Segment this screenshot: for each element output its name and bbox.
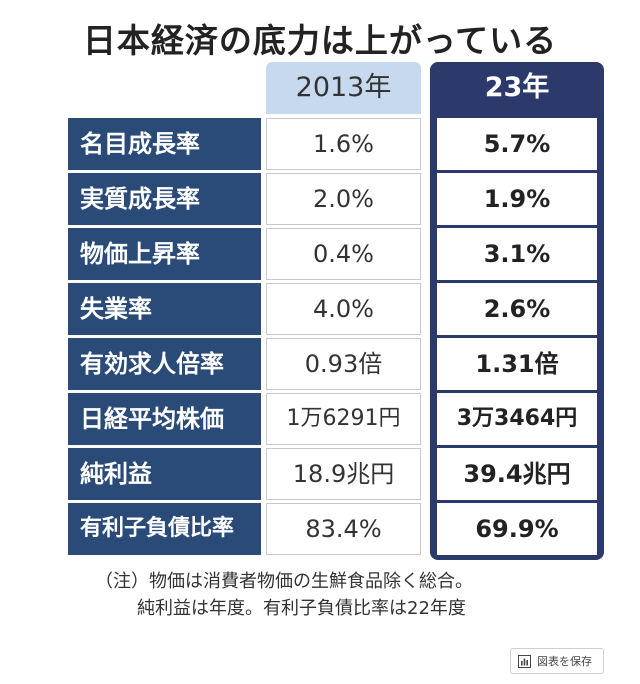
save-chart-button[interactable]: 図表を保存 [510, 648, 604, 674]
row-label: 有利子負債比率 [68, 503, 261, 555]
footnote-line-1: （注）物価は消費者物価の生鮮食品除く総合。 [95, 571, 473, 592]
cell-23: 1.9% [437, 173, 597, 225]
cell-23: 3.1% [437, 228, 597, 280]
cell-2013: 1.6% [266, 118, 421, 170]
cell-2013: 18.9兆円 [266, 448, 421, 500]
column-header-23: 23年 [484, 72, 550, 103]
column-header-2013: 2013年 [266, 62, 421, 114]
cell-2013: 0.93倍 [266, 338, 421, 390]
cell-23: 3万3464円 [437, 393, 597, 445]
cell-23: 1.31倍 [437, 338, 597, 390]
row-label: 有効求人倍率 [68, 338, 261, 390]
footnote: （注）物価は消費者物価の生鮮食品除く総合。 純利益は年度。有利子負債比率は22年… [95, 568, 615, 622]
cell-2013: 4.0% [266, 283, 421, 335]
cell-23: 5.7% [437, 118, 597, 170]
footnote-line-2: 純利益は年度。有利子負債比率は22年度 [137, 598, 466, 619]
cell-23: 39.4兆円 [437, 448, 597, 500]
row-label: 物価上昇率 [68, 228, 261, 280]
save-chart-label: 図表を保存 [537, 655, 592, 668]
row-label: 実質成長率 [68, 173, 261, 225]
row-label: 失業率 [68, 283, 261, 335]
row-label: 日経平均株価 [68, 393, 261, 445]
cell-2013: 1万6291円 [266, 393, 421, 445]
cell-2013: 2.0% [266, 173, 421, 225]
row-label: 名目成長率 [68, 118, 261, 170]
cell-2013: 0.4% [266, 228, 421, 280]
cell-23: 2.6% [437, 283, 597, 335]
cell-2013: 83.4% [266, 503, 421, 555]
chart-icon [518, 654, 531, 668]
cell-23: 69.9% [437, 503, 597, 555]
row-label: 純利益 [68, 448, 261, 500]
table-title: 日本経済の底力は上がっている [82, 21, 558, 60]
